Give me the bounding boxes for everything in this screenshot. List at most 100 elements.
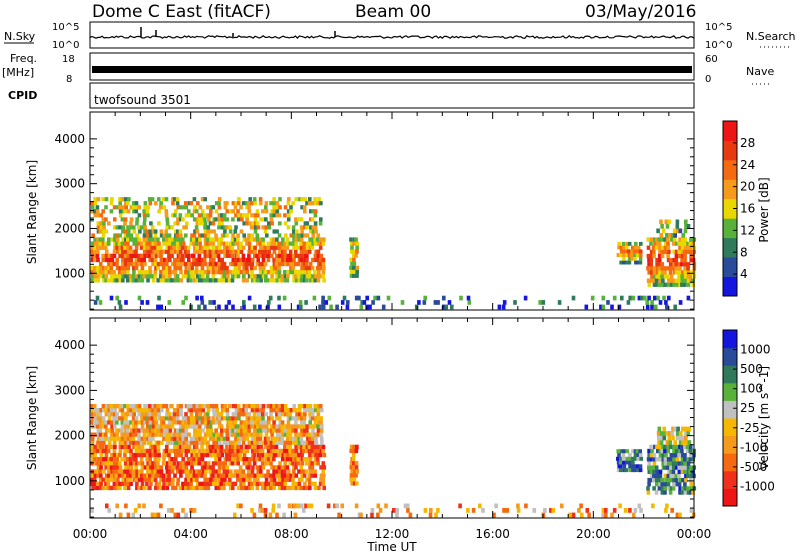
colorbar-tick-label: 28 — [740, 136, 755, 150]
velocity-cell — [285, 452, 290, 458]
velocity-cell — [137, 436, 141, 441]
velocity-cell — [560, 503, 564, 509]
power-cell — [466, 295, 471, 301]
velocity-cell — [502, 508, 506, 513]
power-cell — [157, 295, 161, 301]
colorbar-swatch — [723, 198, 737, 219]
power-cell — [115, 245, 120, 250]
velocity-cell — [131, 424, 136, 429]
power-cell — [267, 221, 271, 226]
velocity-cell — [406, 508, 410, 513]
velocity-cell — [178, 469, 183, 474]
power-cell — [197, 217, 202, 222]
freq-unit: [MHz] — [2, 66, 34, 79]
velocity-cell — [113, 432, 117, 437]
power-cell — [263, 229, 268, 234]
power-cell — [319, 253, 324, 258]
velocity-cell — [157, 481, 161, 486]
velocity-cell — [132, 408, 136, 413]
velocity-cell — [303, 481, 307, 486]
velocity-cell — [148, 457, 152, 462]
power-cell — [355, 273, 359, 278]
power-cell — [217, 304, 221, 310]
velocity-cell — [92, 412, 97, 417]
power-cell — [657, 241, 662, 246]
power-cell — [215, 249, 219, 254]
velocity-cell — [102, 440, 106, 445]
velocity-cell — [244, 432, 249, 437]
power-cell — [247, 274, 252, 279]
power-cell — [189, 237, 194, 242]
power-cell — [680, 282, 684, 287]
power-cell — [258, 270, 263, 275]
colorbar-swatch — [723, 418, 737, 437]
velocity-cell — [214, 485, 219, 491]
velocity-cell — [668, 431, 672, 436]
power-cell — [205, 278, 210, 283]
power-cell — [352, 261, 357, 266]
power-cell — [211, 241, 215, 246]
velocity-cell — [665, 440, 670, 445]
velocity-cell — [200, 473, 205, 478]
colorbar-swatch — [723, 347, 737, 366]
velocity-cell — [310, 461, 314, 466]
velocity-cell — [280, 457, 285, 462]
velocity-cell — [250, 408, 255, 413]
power-cell — [674, 258, 679, 263]
velocity-cell — [126, 432, 130, 437]
y-tick-label: 3000 — [54, 383, 85, 397]
velocity-cell — [684, 440, 689, 445]
power-cell — [120, 265, 125, 271]
power-cell — [296, 261, 301, 267]
velocity-cell — [146, 452, 150, 458]
power-cell — [261, 249, 265, 254]
velocity-cell — [255, 440, 260, 445]
velocity-cell — [551, 508, 556, 513]
power-cell — [686, 270, 691, 275]
velocity-cell — [263, 508, 268, 513]
velocity-cell — [685, 473, 690, 479]
power-cell — [165, 265, 170, 271]
velocity-cell — [140, 416, 144, 421]
power-cell — [154, 245, 158, 250]
velocity-cell — [176, 404, 180, 409]
power-cell — [123, 274, 128, 279]
velocity-cell — [137, 503, 142, 509]
velocity-cell — [408, 512, 413, 518]
velocity-cell — [297, 432, 301, 437]
velocity-cell — [96, 457, 101, 462]
velocity-cell — [109, 457, 113, 462]
velocity-cell — [657, 440, 661, 445]
velocity-cell — [305, 477, 309, 482]
power-cell — [277, 257, 282, 263]
velocity-cell — [313, 420, 318, 425]
velocity-cell — [686, 465, 691, 470]
power-cell — [355, 249, 359, 254]
velocity-cell — [93, 473, 98, 478]
velocity-cell — [170, 404, 174, 409]
velocity-cell — [257, 508, 262, 513]
velocity-cell — [90, 404, 94, 409]
velocity-cell — [162, 473, 166, 478]
velocity-cell — [295, 412, 299, 417]
velocity-cell — [211, 436, 216, 441]
power-cell — [277, 253, 282, 258]
velocity-cell — [234, 444, 238, 449]
power-cell — [655, 274, 659, 279]
velocity-cell — [267, 440, 271, 445]
velocity-cell — [255, 432, 260, 437]
power-cell — [652, 270, 657, 275]
velocity-cell — [580, 512, 584, 518]
velocity-cell — [302, 420, 307, 425]
power-cell — [163, 257, 167, 263]
power-cell — [220, 233, 225, 238]
power-cell — [218, 278, 222, 283]
power-cell — [681, 249, 685, 254]
power-cell — [255, 221, 260, 226]
velocity-cell — [272, 452, 277, 458]
velocity-cell — [663, 490, 667, 495]
power-cell — [95, 295, 100, 301]
velocity-cell — [286, 477, 290, 482]
power-cell — [355, 265, 360, 270]
velocity-cell — [140, 428, 144, 433]
